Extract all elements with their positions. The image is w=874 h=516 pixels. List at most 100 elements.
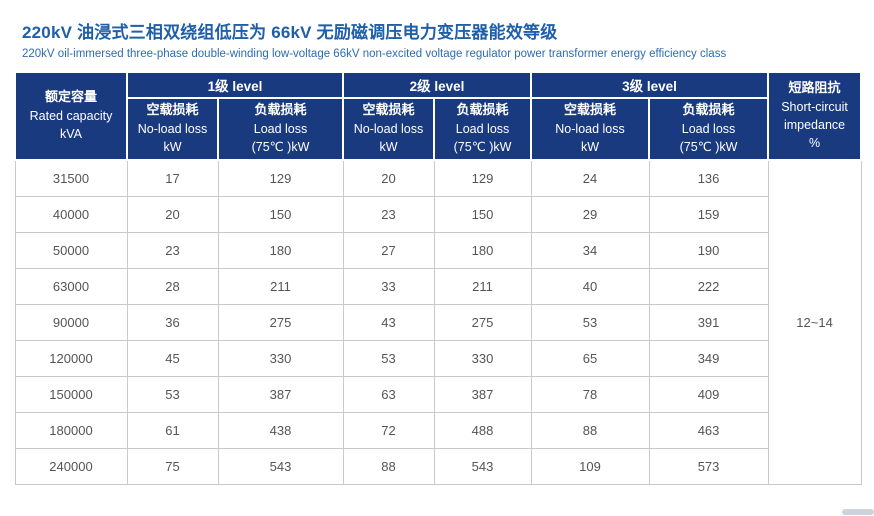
value-cell: 349	[648, 339, 769, 377]
value-cell: 136	[648, 159, 769, 197]
level-header-row: 额定容量 Rated capacity kVA 1级 level 2级 leve…	[14, 71, 863, 161]
value-cell: 72	[342, 411, 435, 449]
value-cell: 180	[433, 231, 532, 269]
load-en: Load loss	[455, 122, 510, 137]
value-cell: 53	[126, 375, 219, 413]
value-cell: 65	[530, 339, 650, 377]
noload-unit: kW	[581, 140, 600, 155]
value-cell: 129	[217, 159, 344, 197]
table-row: 120000 45 330 53 330 65 349	[14, 339, 861, 377]
value-cell: 211	[433, 267, 532, 305]
value-cell: 75	[126, 447, 219, 485]
value-cell: 27	[342, 231, 435, 269]
table-body: 31500 17 129 20 129 24 136 12~14 40000 2…	[14, 159, 862, 485]
capacity-cell: 63000	[14, 267, 128, 305]
capacity-cell: 240000	[14, 447, 128, 485]
value-cell: 53	[342, 339, 435, 377]
load-unit: (75℃ )kW	[251, 140, 310, 155]
value-cell: 109	[530, 447, 650, 485]
noload-unit: kW	[379, 140, 398, 155]
value-cell: 387	[433, 375, 532, 413]
impedance-en-1: Short-circuit	[781, 100, 848, 115]
value-cell: 463	[648, 411, 769, 449]
value-cell: 409	[648, 375, 769, 413]
value-cell: 63	[342, 375, 435, 413]
header-short-circuit-impedance: 短路阻抗 Short-circuit impedance %	[767, 71, 863, 161]
impedance-zh: 短路阻抗	[788, 80, 841, 96]
page-title: 220kV 油浸式三相双绕组低压为 66kV 无励磁调压电力变压器能效等级	[22, 23, 558, 42]
value-cell: 43	[342, 303, 435, 341]
capacity-cell: 180000	[14, 411, 128, 449]
value-cell: 275	[217, 303, 344, 341]
table-row: 63000 28 211 33 211 40 222	[14, 267, 861, 305]
value-cell: 543	[433, 447, 532, 485]
header-rated-capacity: 额定容量 Rated capacity kVA	[14, 71, 128, 161]
header-level-3: 3级 level	[530, 71, 770, 99]
value-cell: 211	[217, 267, 344, 305]
header-l1-load-loss: 负载损耗 Load loss (75℃ )kW	[216, 97, 345, 161]
value-cell: 23	[342, 195, 435, 233]
value-cell: 45	[126, 339, 219, 377]
header-level-1: 1级 level	[125, 71, 345, 99]
load-unit: (75℃ )kW	[453, 140, 512, 155]
impedance-unit: %	[808, 136, 821, 151]
value-cell: 543	[217, 447, 344, 485]
impedance-value-cell: 12~14	[767, 159, 862, 485]
horizontal-scrollbar-thumb[interactable]	[842, 509, 874, 515]
value-cell: 150	[217, 195, 344, 233]
value-cell: 36	[126, 303, 219, 341]
table-header: 额定容量 Rated capacity kVA 1级 level 2级 leve…	[14, 71, 863, 161]
noload-unit: kW	[163, 140, 182, 155]
value-cell: 20	[342, 159, 435, 197]
value-cell: 88	[530, 411, 650, 449]
value-cell: 24	[530, 159, 650, 197]
value-cell: 488	[433, 411, 532, 449]
impedance-en-2: impedance	[783, 118, 846, 133]
value-cell: 34	[530, 231, 650, 269]
load-en: Load loss	[681, 122, 736, 137]
load-zh: 负载损耗	[254, 102, 307, 118]
noload-zh: 空载损耗	[146, 102, 199, 118]
header-l3-noload-loss: 空载损耗 No-load loss kW	[530, 97, 651, 161]
value-cell: 53	[530, 303, 650, 341]
header-l1-noload-loss: 空载损耗 No-load loss kW	[126, 97, 219, 161]
table-row: 240000 75 543 88 543 109 573	[14, 447, 861, 485]
noload-zh: 空载损耗	[362, 102, 415, 118]
value-cell: 391	[648, 303, 769, 341]
table-row: 90000 36 275 43 275 53 391	[14, 303, 861, 341]
value-cell: 275	[433, 303, 532, 341]
loss-header-row: 空载损耗 No-load loss kW 负载损耗 Load loss (75℃…	[15, 97, 861, 161]
load-unit: (75℃ )kW	[679, 140, 738, 155]
header-l2-load-loss: 负载损耗 Load loss (75℃ )kW	[433, 97, 533, 161]
value-cell: 17	[126, 159, 219, 197]
value-cell: 222	[648, 267, 769, 305]
noload-en: No-load loss	[555, 122, 625, 137]
value-cell: 28	[126, 267, 219, 305]
value-cell: 190	[648, 231, 769, 269]
value-cell: 180	[217, 231, 344, 269]
value-cell: 33	[342, 267, 435, 305]
capacity-cell: 90000	[14, 303, 128, 341]
header-level-2: 2级 level	[342, 71, 533, 99]
value-cell: 61	[126, 411, 219, 449]
value-cell: 88	[342, 447, 435, 485]
value-cell: 387	[217, 375, 344, 413]
rated-capacity-zh: 额定容量	[44, 89, 97, 105]
value-cell: 40	[530, 267, 650, 305]
header-l2-noload-loss: 空载损耗 No-load loss kW	[342, 97, 436, 161]
value-cell: 330	[217, 339, 344, 377]
capacity-cell: 50000	[14, 231, 128, 269]
table-row: 31500 17 129 20 129 24 136 12~14	[14, 159, 862, 485]
noload-en: No-load loss	[353, 122, 424, 137]
value-cell: 159	[648, 195, 769, 233]
capacity-cell: 120000	[14, 339, 128, 377]
table-row: 150000 53 387 63 387 78 409	[14, 375, 861, 413]
value-cell: 438	[217, 411, 344, 449]
rated-capacity-unit: kVA	[60, 127, 82, 142]
header-l3-load-loss: 负载损耗 Load loss (75℃ )kW	[648, 97, 770, 161]
value-cell: 23	[126, 231, 219, 269]
load-en: Load loss	[253, 122, 308, 137]
noload-zh: 空载损耗	[564, 102, 617, 118]
value-cell: 78	[530, 375, 650, 413]
value-cell: 129	[433, 159, 532, 197]
